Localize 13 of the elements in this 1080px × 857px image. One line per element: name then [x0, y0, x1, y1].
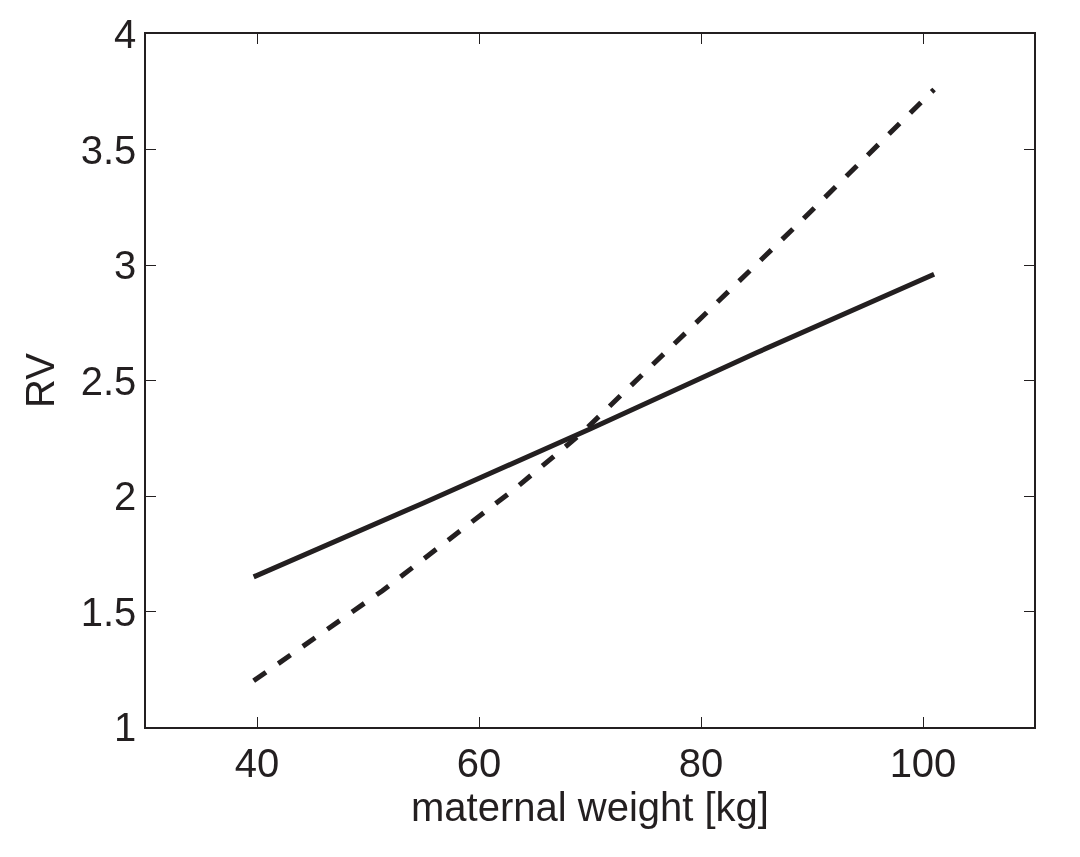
y-tick-label: 1 [114, 705, 137, 749]
y-axis-title: RV [17, 352, 62, 408]
x-tick-label: 40 [234, 740, 280, 785]
y-tick-label: 3.5 [80, 127, 137, 172]
x-tick-label: 60 [456, 740, 502, 785]
y-tick-label: 1.5 [80, 589, 137, 634]
x-axis-title: maternal weight [kg] [411, 784, 769, 829]
y-tick-label: 4 [114, 12, 137, 56]
y-tick-label: 2 [114, 474, 137, 518]
y-tick-label: 2.5 [80, 358, 137, 403]
x-tick-label: 80 [678, 740, 724, 785]
y-tick-label: 3 [114, 243, 137, 287]
x-tick-label: 100 [889, 740, 957, 785]
